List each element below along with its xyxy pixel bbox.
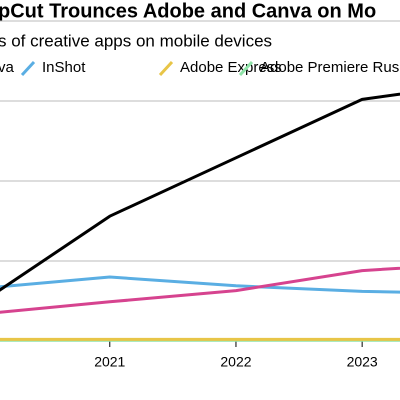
chart-subtitle: s of creative apps on mobile devices (0, 31, 272, 50)
legend-label: va (0, 59, 15, 76)
line (0, 266, 400, 314)
legend-label: Adobe Premiere Rus (260, 59, 399, 76)
chart-title: pCut Trounces Adobe and Canva on Mo (0, 0, 376, 22)
legend-swatch (158, 60, 174, 77)
legend-swatch (238, 60, 254, 77)
legend-label: InShot (42, 59, 86, 76)
x-tick-label: 2021 (94, 354, 125, 370)
x-tick-label: 2022 (220, 354, 251, 370)
x-tick-label: 2023 (347, 354, 378, 370)
legend-label: Adobe Express (180, 59, 282, 76)
legend-swatch (20, 60, 36, 77)
line (0, 92, 400, 292)
line (0, 275, 400, 294)
